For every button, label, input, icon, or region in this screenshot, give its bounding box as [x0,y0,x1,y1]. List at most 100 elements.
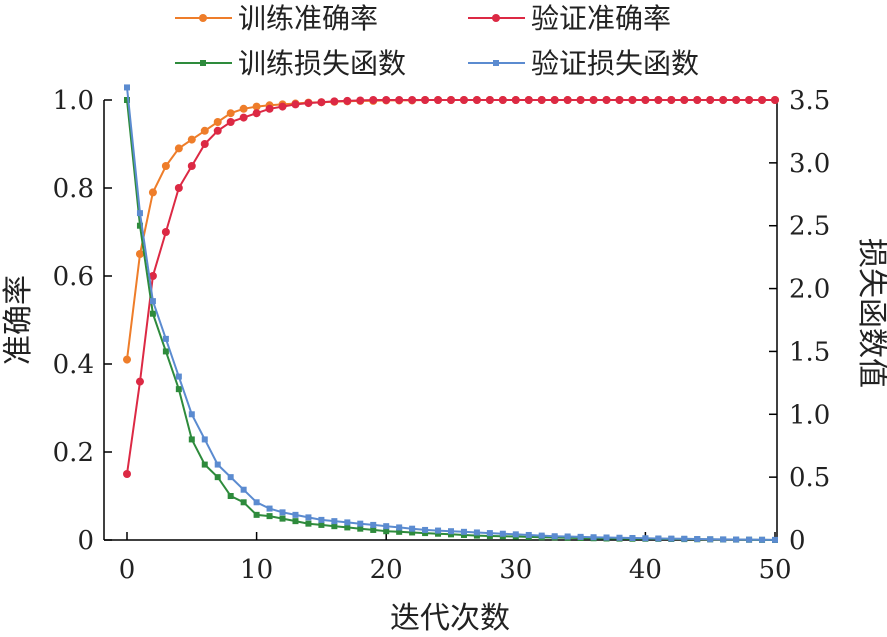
data-point [498,96,507,104]
legend-label-train-accuracy: 训练准确率 [238,2,378,35]
data-point [629,534,636,541]
data-point [564,533,571,540]
data-point [201,436,208,443]
data-point [174,184,183,192]
data-point [148,188,157,197]
data-point [357,525,364,532]
data-point [551,533,558,540]
y-right-tick-label: 0 [789,526,806,556]
data-point [305,514,312,521]
data-point [499,530,506,537]
data-point [123,355,131,364]
data-point [317,98,326,107]
data-point [603,534,610,541]
data-point [602,96,611,104]
series-group [123,84,779,543]
legend-item-val-accuracy: 验证准确率 [468,2,671,35]
data-point [589,96,598,104]
data-point [654,96,663,104]
data-point [447,96,455,104]
data-point [577,533,584,540]
data-point [733,536,740,543]
series-line-1 [126,99,775,475]
data-point [305,520,312,527]
data-point [148,272,157,280]
legend-marker-train-loss [200,60,206,66]
data-point [434,96,443,104]
data-point [538,532,545,539]
data-point [279,509,286,516]
y-axis-right-title: 损失函数值 [854,238,887,388]
data-point [719,96,728,104]
data-point [524,96,533,104]
data-point [512,531,519,538]
data-point [422,530,429,537]
data-point [383,528,390,535]
data-point [161,162,170,170]
axes [103,100,778,541]
data-point [124,84,130,91]
data-point [318,516,325,523]
data-point [149,298,156,305]
data-point [188,411,195,418]
x-axis-title: 迭代次数 [390,601,510,636]
data-point [135,250,144,258]
y-left-tick-label: 0 [77,526,94,556]
data-point [409,525,416,532]
y-left-tick-label: 1.0 [53,86,94,116]
y-right-tick-label: 3.5 [789,86,830,116]
x-tick-label: 0 [119,555,136,585]
data-point [136,210,143,217]
data-point [278,102,287,111]
data-point [227,474,234,481]
data-point [448,531,454,538]
legend-marker-val-loss [493,60,499,66]
series-line-2 [126,99,776,541]
data-point [187,135,196,144]
data-point [745,96,754,104]
data-point [772,536,778,543]
data-point [693,96,702,104]
data-point [162,335,169,342]
data-point [214,474,221,481]
data-point [759,536,766,543]
data-point [226,109,235,118]
data-point [187,162,196,170]
data-point [279,515,286,522]
data-point [213,126,222,135]
data-point [343,96,352,105]
y-right-tick-label: 1.0 [789,400,830,430]
y-axis-left-title: 准确率 [1,275,36,365]
data-point [435,527,442,534]
data-point [188,436,195,443]
x-tick-label: 40 [629,555,662,585]
data-point [292,518,299,525]
data-point [369,96,378,104]
ticks: 0 10 20 30 40 5000.20.40.60.81.000.51.01.52.0… [53,86,831,585]
data-point [239,104,248,113]
data-point [732,96,741,104]
data-point [680,96,689,104]
data-point [421,96,430,104]
data-point [175,386,182,393]
series-2 [124,97,778,543]
data-point [694,535,701,542]
data-point [473,532,480,539]
data-point [537,96,546,104]
legend-item-train-accuracy: 训练准确率 [175,2,378,35]
data-point [265,104,274,113]
data-point [253,511,260,518]
data-point [641,96,650,104]
y-right-tick-label: 2.5 [789,212,830,242]
data-point [590,534,597,541]
data-point [175,373,182,380]
data-point [344,524,351,531]
data-point [448,528,454,535]
data-point [395,96,404,104]
legend-marker-train-accuracy [199,14,207,22]
data-point [460,528,467,535]
data-point [213,118,222,126]
data-point [667,96,676,104]
data-point [771,96,779,104]
